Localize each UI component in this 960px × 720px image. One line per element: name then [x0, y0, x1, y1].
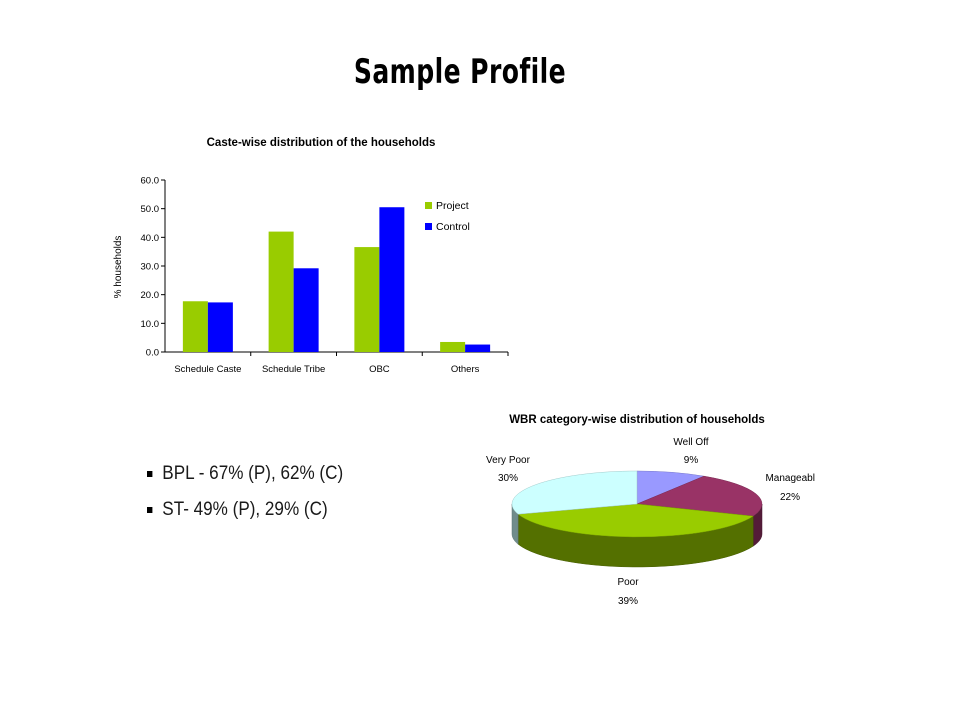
y-tick-label: 30.0: [141, 262, 160, 273]
y-tick-label: 10.0: [141, 319, 160, 330]
x-tick-label: Schedule Tribe: [262, 364, 325, 375]
bar-control-2: [379, 207, 405, 352]
legend-label-project: Project: [436, 200, 469, 212]
y-axis-label: % households: [113, 236, 124, 299]
pie-slice-manageable: [636, 475, 763, 517]
bullet-square-icon: [147, 471, 153, 477]
legend-label-control: Control: [436, 221, 470, 233]
legend-swatch-project: [425, 202, 432, 209]
pie-label-poor: Poor: [617, 577, 639, 588]
bar-control-3: [465, 344, 491, 352]
x-tick-label: OBC: [369, 364, 390, 375]
bar-legend: Project Control: [425, 200, 470, 233]
pie-chart-title: WBR category-wise distribution of househ…: [509, 414, 765, 426]
pie-value-manageable: 22%: [780, 492, 800, 503]
y-tick-label: 50.0: [141, 204, 160, 215]
pie-value-well-off: 9%: [684, 455, 699, 466]
y-tick-label: 0.0: [146, 348, 159, 359]
pie-label-manageable: Manageable: [765, 473, 815, 484]
y-tick-label: 20.0: [141, 290, 160, 301]
pie-value-poor: 39%: [618, 596, 638, 607]
legend-swatch-control: [425, 223, 432, 230]
x-tick-label: Schedule Caste: [174, 364, 241, 375]
pie-label-well-off: Well Off: [673, 437, 708, 448]
bar-project-0: [182, 301, 208, 352]
pie-slice-very-poor: [511, 470, 638, 515]
wbr-pie-chart: WBR category-wise distribution of househ…: [486, 414, 815, 607]
bar-project-2: [354, 247, 380, 352]
bullet-square-icon: [147, 507, 153, 513]
bar-chart-title: Caste-wise distribution of the household…: [207, 137, 436, 149]
bar-control-1: [293, 268, 319, 352]
bar-control-0: [207, 302, 233, 352]
slide-title: Sample Profile: [353, 52, 567, 92]
bullet-text: ST- 49% (P), 29% (C): [162, 499, 328, 520]
bullet-item: BPL - 67% (P), 62% (C): [147, 463, 343, 485]
x-tick-label: Others: [451, 364, 480, 375]
caste-bar-chart: Caste-wise distribution of the household…: [113, 137, 509, 375]
bar-project-3: [440, 341, 466, 352]
summary-bullets: BPL - 67% (P), 62% (C) ST- 49% (P), 29% …: [147, 463, 365, 535]
y-tick-label: 40.0: [141, 233, 160, 244]
bar-project-1: [268, 231, 294, 352]
pie-slice-poor: [517, 503, 754, 538]
bullet-text: BPL - 67% (P), 62% (C): [162, 463, 344, 484]
y-tick-label: 60.0: [141, 176, 160, 187]
bullet-item: ST- 49% (P), 29% (C): [147, 499, 343, 521]
pie-value-very-poor: 30%: [498, 473, 518, 484]
pie-label-very-poor: Very Poor: [486, 455, 531, 466]
